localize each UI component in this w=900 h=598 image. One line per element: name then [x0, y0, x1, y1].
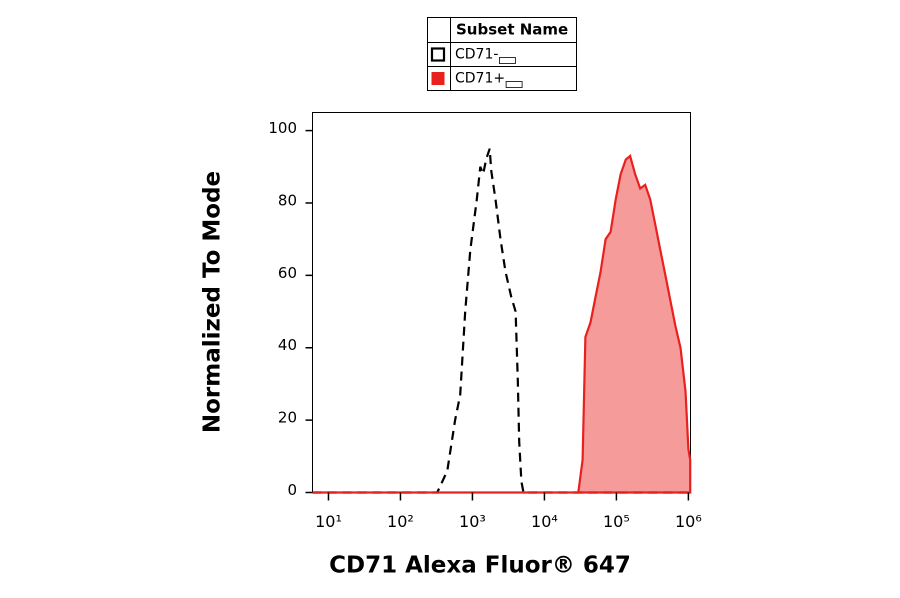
x-axis-label: CD71 Alexa Fluor® 647: [329, 553, 631, 579]
x-tick-label: 10¹: [315, 512, 342, 531]
y-tick-label: 60: [278, 264, 297, 282]
y-tick-label: 100: [268, 119, 297, 137]
y-tick-label: 80: [278, 191, 297, 209]
x-tick-label: 10³: [459, 512, 486, 531]
y-tick-label: 40: [278, 336, 297, 354]
legend-stats-box: [499, 57, 516, 64]
legend: Subset Name: [427, 17, 577, 91]
x-tick-label: 10²: [387, 512, 414, 531]
area: [312, 153, 692, 494]
legend-box: [427, 17, 577, 91]
legend-marker: [430, 47, 446, 62]
x-tick-label: 10⁴: [531, 512, 558, 531]
legend-label: CD71+: [455, 71, 505, 87]
legend-stats-box: [505, 81, 523, 88]
legend-title: Subset Name: [456, 21, 568, 39]
legend-marker: [431, 72, 445, 85]
line: [312, 148, 691, 494]
x-tick-label: 10⁵: [603, 512, 630, 531]
y-axis-label: Normalized To Mode: [200, 171, 226, 433]
y-tick-label: 0: [287, 481, 297, 499]
y-tick-label: 20: [278, 409, 297, 427]
x-tick-label: 10⁶: [675, 512, 702, 531]
legend-label: CD71-: [455, 47, 498, 63]
